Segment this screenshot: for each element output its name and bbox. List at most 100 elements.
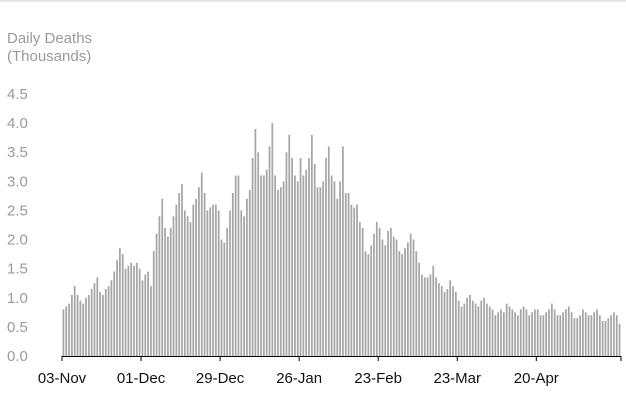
bar bbox=[288, 134, 291, 356]
bar bbox=[511, 309, 514, 356]
bar bbox=[474, 303, 477, 356]
bar bbox=[477, 306, 480, 356]
bar bbox=[528, 315, 531, 356]
bar bbox=[565, 309, 567, 356]
bar bbox=[257, 152, 260, 356]
bar bbox=[183, 210, 186, 356]
bar bbox=[418, 262, 421, 356]
bar bbox=[319, 187, 322, 356]
bar bbox=[268, 146, 271, 356]
bar bbox=[534, 309, 536, 356]
y-tick-label: 0.0 bbox=[7, 348, 28, 365]
bar bbox=[384, 245, 387, 356]
bar bbox=[446, 289, 449, 356]
bar bbox=[347, 192, 350, 356]
bar bbox=[500, 309, 502, 356]
y-tick-label: 2.5 bbox=[7, 202, 28, 219]
x-axis: 03-Nov 01-Dec 29-Dec 26-Jan 23-Feb 23-Mar 20-A… bbox=[38, 356, 622, 387]
y-tick-label: 3.0 bbox=[7, 173, 28, 190]
bar bbox=[82, 303, 85, 356]
bar bbox=[144, 274, 147, 356]
x-tick-label: 03-Nov bbox=[38, 370, 87, 387]
bar bbox=[573, 318, 576, 356]
bar bbox=[488, 306, 491, 356]
bar bbox=[327, 146, 330, 356]
bar bbox=[178, 192, 181, 356]
bar bbox=[229, 210, 231, 356]
bar bbox=[308, 158, 310, 356]
bar bbox=[99, 291, 101, 356]
bar bbox=[124, 268, 127, 356]
bar bbox=[579, 315, 581, 356]
y-tick-label: 4.5 bbox=[7, 86, 28, 103]
bar bbox=[189, 222, 192, 356]
bar bbox=[152, 251, 155, 356]
bar bbox=[426, 277, 429, 356]
bar bbox=[305, 169, 308, 356]
bar bbox=[104, 289, 107, 356]
bar bbox=[480, 300, 483, 356]
bar bbox=[491, 309, 494, 356]
bar bbox=[141, 280, 144, 356]
bar bbox=[454, 291, 457, 356]
bar bbox=[375, 222, 378, 356]
bar bbox=[404, 248, 406, 356]
y-tick-label: 2.0 bbox=[7, 232, 28, 249]
bar bbox=[333, 181, 336, 356]
bar bbox=[618, 323, 621, 356]
x-tick-label: 23-Mar bbox=[433, 370, 481, 387]
bar bbox=[172, 216, 175, 356]
bar bbox=[234, 175, 237, 356]
bar bbox=[519, 309, 522, 356]
bar bbox=[169, 227, 172, 356]
bar bbox=[93, 283, 96, 356]
bar bbox=[409, 233, 412, 356]
bar bbox=[522, 306, 525, 356]
bar bbox=[593, 312, 596, 356]
bar bbox=[71, 294, 73, 356]
bar bbox=[192, 204, 195, 356]
bar bbox=[550, 303, 553, 356]
bar bbox=[356, 204, 358, 356]
bar bbox=[121, 254, 124, 356]
bar bbox=[200, 172, 203, 356]
bar bbox=[265, 169, 268, 356]
bar bbox=[76, 294, 79, 356]
bar bbox=[562, 312, 564, 356]
bar bbox=[381, 239, 384, 356]
bar bbox=[421, 274, 423, 356]
bar bbox=[294, 175, 296, 356]
bar bbox=[598, 315, 601, 356]
bar bbox=[590, 315, 593, 356]
bar bbox=[412, 239, 415, 356]
bar bbox=[87, 294, 90, 356]
bar bbox=[607, 318, 610, 356]
bar bbox=[68, 303, 70, 356]
bar bbox=[339, 181, 341, 356]
bar bbox=[214, 204, 217, 356]
bar bbox=[251, 158, 254, 356]
bar bbox=[567, 306, 570, 356]
bar bbox=[282, 181, 285, 356]
bar bbox=[545, 312, 548, 356]
bar bbox=[175, 204, 178, 356]
bar bbox=[246, 198, 248, 356]
bar bbox=[452, 286, 454, 356]
bar bbox=[429, 274, 432, 356]
bar bbox=[613, 312, 615, 356]
bar bbox=[466, 297, 469, 356]
bar bbox=[378, 227, 381, 356]
bar bbox=[463, 303, 466, 356]
bar bbox=[150, 286, 152, 356]
bar bbox=[353, 207, 356, 356]
top-border-rule bbox=[0, 0, 626, 2]
bar bbox=[203, 192, 206, 356]
bar bbox=[285, 152, 288, 356]
bar bbox=[373, 233, 375, 356]
bar bbox=[486, 303, 488, 356]
bar bbox=[342, 146, 344, 356]
bar bbox=[223, 242, 226, 356]
x-tick-label: 23-Feb bbox=[354, 370, 402, 387]
